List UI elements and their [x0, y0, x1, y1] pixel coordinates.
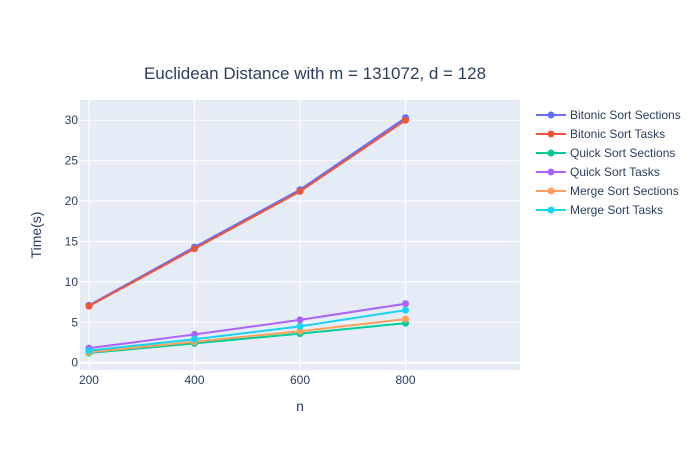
chart-title: Euclidean Distance with m = 131072, d = …	[144, 64, 486, 83]
legend-swatch-marker	[547, 187, 555, 195]
x-tick-label: 200	[79, 373, 99, 387]
legend-item[interactable]: Bitonic Sort Sections	[536, 108, 681, 122]
x-tick-label: 400	[184, 373, 204, 387]
series-1	[85, 116, 410, 310]
legend-label: Bitonic Sort Tasks	[570, 127, 665, 141]
legend-swatch-marker	[547, 111, 555, 119]
legend-label: Bitonic Sort Sections	[570, 108, 681, 122]
data-point	[296, 322, 304, 330]
data-point	[85, 302, 93, 310]
legend-item[interactable]: Merge Sort Sections	[536, 184, 679, 198]
legend-swatch-marker	[547, 149, 555, 157]
series-line	[88, 302, 406, 350]
x-axis-ticks: 200 400 600 800	[79, 373, 416, 387]
series-line	[88, 119, 407, 308]
series-5	[85, 306, 410, 355]
data-point	[402, 116, 410, 124]
data-point	[296, 327, 304, 335]
x-tick-label: 600	[290, 373, 310, 387]
series-line	[88, 309, 406, 352]
legend-label: Quick Sort Sections	[570, 146, 675, 160]
data-point	[85, 347, 93, 355]
data-point	[296, 187, 304, 195]
series-line	[88, 116, 407, 307]
legend-swatch-marker	[547, 206, 555, 214]
legend-item[interactable]: Quick Sort Sections	[536, 146, 675, 160]
series-line	[88, 322, 406, 355]
legend-item[interactable]: Quick Sort Tasks	[536, 165, 660, 179]
legend-label: Quick Sort Tasks	[570, 165, 660, 179]
y-tick-label: 25	[65, 154, 79, 168]
data-point	[402, 315, 410, 323]
legend-item[interactable]: Merge Sort Tasks	[536, 203, 663, 217]
x-axis-label: n	[296, 398, 304, 414]
legend-item[interactable]: Bitonic Sort Tasks	[536, 127, 665, 141]
legend[interactable]: Bitonic Sort Sections Bitonic Sort Tasks Q…	[536, 108, 681, 217]
data-point	[402, 306, 410, 314]
series-line	[88, 318, 406, 354]
data-point	[402, 300, 410, 308]
y-axis-ticks: 0 5 10 15 20 25 30	[65, 113, 79, 370]
legend-swatch-marker	[547, 130, 555, 138]
legend-swatch-marker	[547, 168, 555, 176]
y-tick-label: 15	[65, 234, 79, 248]
grid-lines	[80, 100, 520, 370]
y-tick-label: 5	[71, 315, 78, 329]
series-layer	[85, 114, 410, 357]
y-tick-label: 20	[65, 194, 79, 208]
x-tick-label: 800	[395, 373, 415, 387]
y-tick-label: 0	[71, 356, 78, 370]
data-point	[190, 335, 198, 343]
legend-label: Merge Sort Tasks	[570, 203, 663, 217]
data-point	[190, 330, 198, 338]
y-tick-label: 30	[65, 113, 79, 127]
data-point	[296, 316, 304, 324]
y-axis-label: Time(s)	[28, 212, 44, 259]
legend-label: Merge Sort Sections	[570, 184, 679, 198]
data-point	[190, 245, 198, 253]
y-tick-label: 10	[65, 275, 79, 289]
